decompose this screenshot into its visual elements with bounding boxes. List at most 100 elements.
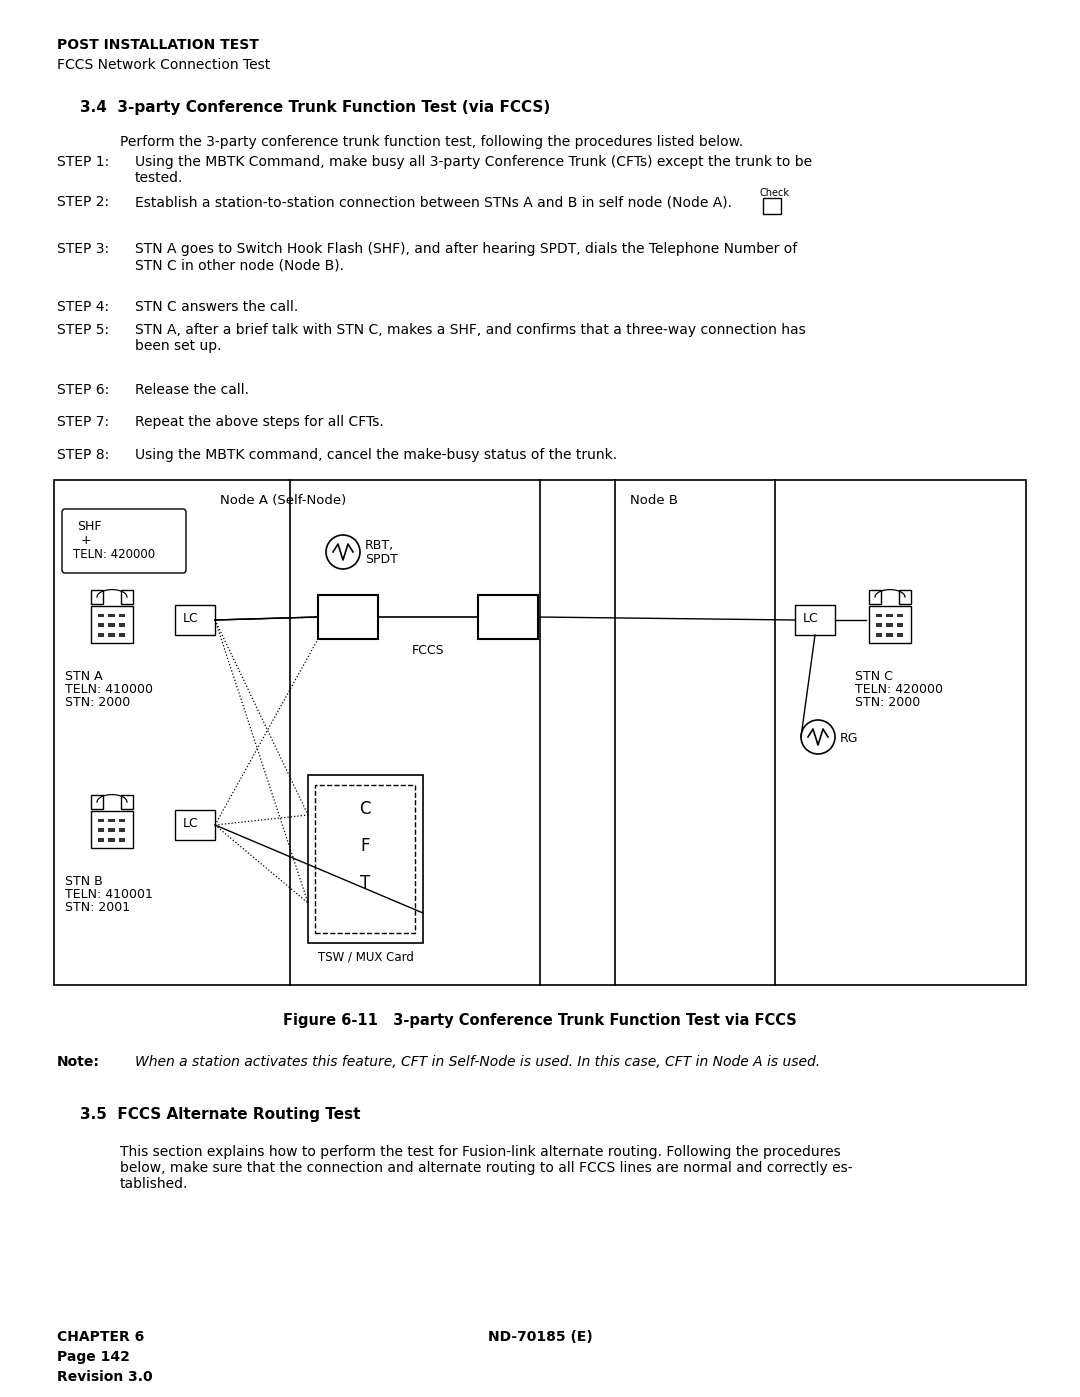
Bar [121,590,133,604]
Circle shape [801,719,835,754]
Text: C: C [360,800,370,819]
Bar [897,623,903,627]
Bar [897,633,903,637]
Bar [876,623,882,627]
Bar [98,828,104,833]
Text: F: F [361,837,369,855]
Text: Check: Check [760,189,789,198]
Text: Using the MBTK command, cancel the make-busy status of the trunk.: Using the MBTK command, cancel the make-… [135,448,617,462]
Bar [175,810,215,840]
Bar [887,613,893,617]
Text: Node A (Self-Node): Node A (Self-Node) [220,495,347,507]
Bar [121,795,133,809]
Text: STN: 2000: STN: 2000 [855,696,920,710]
Bar [762,198,781,214]
Text: Node B: Node B [630,495,678,507]
Bar [318,595,378,638]
Text: CHAPTER 6: CHAPTER 6 [57,1330,145,1344]
Text: T: T [360,875,370,893]
Text: STEP 8:: STEP 8: [57,448,109,462]
Text: TELN: 410001: TELN: 410001 [65,888,153,901]
Text: STN C answers the call.: STN C answers the call. [135,300,298,314]
Bar [91,795,104,809]
Bar [308,775,423,943]
Text: +: + [77,534,92,548]
Bar [119,819,125,823]
Text: STN A: STN A [65,671,103,683]
Bar [98,819,104,823]
Text: 3.5  FCCS Alternate Routing Test: 3.5 FCCS Alternate Routing Test [80,1106,361,1122]
Text: STEP 4:: STEP 4: [57,300,109,314]
Bar [795,605,835,636]
Bar [91,606,133,643]
Text: When a station activates this feature, CFT in Self-Node is used. In this case, C: When a station activates this feature, C… [135,1055,820,1069]
Text: TELN: 410000: TELN: 410000 [65,683,153,696]
Text: Repeat the above steps for all CFTs.: Repeat the above steps for all CFTs. [135,415,383,429]
Text: STEP 1:: STEP 1: [57,155,109,169]
Text: Note:: Note: [57,1055,99,1069]
Text: STN A, after a brief talk with STN C, makes a SHF, and confirms that a three-way: STN A, after a brief talk with STN C, ma… [135,323,806,353]
Text: LC: LC [183,612,199,624]
Text: FCCS Network Connection Test: FCCS Network Connection Test [57,59,270,73]
Text: TSW / MUX Card: TSW / MUX Card [318,951,414,964]
Bar [869,606,912,643]
Text: STEP 7:: STEP 7: [57,415,109,429]
Bar [175,605,215,636]
Bar [876,633,882,637]
Text: Figure 6-11   3-party Conference Trunk Function Test via FCCS: Figure 6-11 3-party Conference Trunk Fun… [283,1013,797,1028]
Text: ND-70185 (E): ND-70185 (E) [488,1330,592,1344]
Text: Establish a station-to-station connection between STNs A and B in self node (Nod: Establish a station-to-station connectio… [135,196,732,210]
Text: Using the MBTK Command, make busy all 3-party Conference Trunk (CFTs) except the: Using the MBTK Command, make busy all 3-… [135,155,812,186]
Bar [119,623,125,627]
Text: Page 142: Page 142 [57,1350,130,1363]
Bar [91,590,104,604]
Bar [91,810,133,848]
Text: STN A goes to Switch Hook Flash (SHF), and after hearing SPDT, dials the Telepho: STN A goes to Switch Hook Flash (SHF), a… [135,242,797,272]
Text: STN: 2001: STN: 2001 [65,901,130,914]
Bar [478,595,538,638]
Text: TELN: 420000: TELN: 420000 [73,548,156,562]
Text: 3.4  3-party Conference Trunk Function Test (via FCCS): 3.4 3-party Conference Trunk Function Te… [80,101,550,115]
Text: STN: 2000: STN: 2000 [65,696,131,710]
Text: RG: RG [840,732,859,745]
Bar [54,481,1026,985]
Text: STN B: STN B [65,875,103,888]
Bar [876,613,882,617]
Bar [887,633,893,637]
Bar [108,613,114,617]
Bar [98,838,104,841]
Text: FCCS: FCCS [411,644,444,657]
Bar [119,838,125,841]
Bar [98,613,104,617]
Text: STEP 2:: STEP 2: [57,196,109,210]
Bar [119,633,125,637]
Bar [899,590,912,604]
Bar [315,785,415,933]
Text: STN C: STN C [855,671,893,683]
Text: Revision 3.0: Revision 3.0 [57,1370,152,1384]
Bar [119,828,125,833]
Bar [98,633,104,637]
Bar [108,819,114,823]
Text: RBT,: RBT, [365,539,394,552]
Text: SHF: SHF [77,520,102,534]
Bar [119,613,125,617]
Text: LC: LC [804,612,819,624]
Text: Release the call.: Release the call. [135,383,249,397]
Bar [108,838,114,841]
Text: SPDT: SPDT [365,553,397,566]
Text: LC: LC [183,817,199,830]
Text: STEP 6:: STEP 6: [57,383,109,397]
Text: POST INSTALLATION TEST: POST INSTALLATION TEST [57,38,259,52]
Text: TELN: 420000: TELN: 420000 [855,683,943,696]
Bar [887,623,893,627]
Text: STEP 5:: STEP 5: [57,323,109,337]
Bar [98,623,104,627]
Bar [869,590,881,604]
Text: This section explains how to perform the test for Fusion-link alternate routing.: This section explains how to perform the… [120,1146,852,1192]
Bar [108,623,114,627]
Text: Perform the 3-party conference trunk function test, following the procedures lis: Perform the 3-party conference trunk fun… [120,136,743,149]
Bar [108,633,114,637]
Bar [897,613,903,617]
FancyBboxPatch shape [62,509,186,573]
